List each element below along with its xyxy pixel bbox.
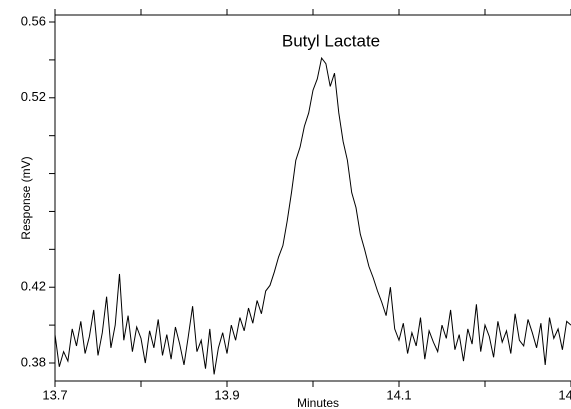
y-tick-label: 0.38 (21, 354, 46, 369)
y-tick-label: 0.56 (21, 13, 46, 28)
x-tick-label: 14.3 (558, 387, 571, 402)
y-tick-label: 0.52 (21, 89, 46, 104)
x-tick-label: 13.7 (42, 387, 67, 402)
x-tick-label: 14.1 (386, 387, 411, 402)
x-axis-label: Minutes (297, 396, 339, 409)
data-line (54, 56, 571, 375)
y-tick-label: 0.42 (21, 279, 46, 294)
y-axis-label: Response (mV) (19, 156, 33, 239)
chart-title: Butyl Lactate (282, 31, 380, 50)
x-tick-label: 13.9 (214, 387, 239, 402)
